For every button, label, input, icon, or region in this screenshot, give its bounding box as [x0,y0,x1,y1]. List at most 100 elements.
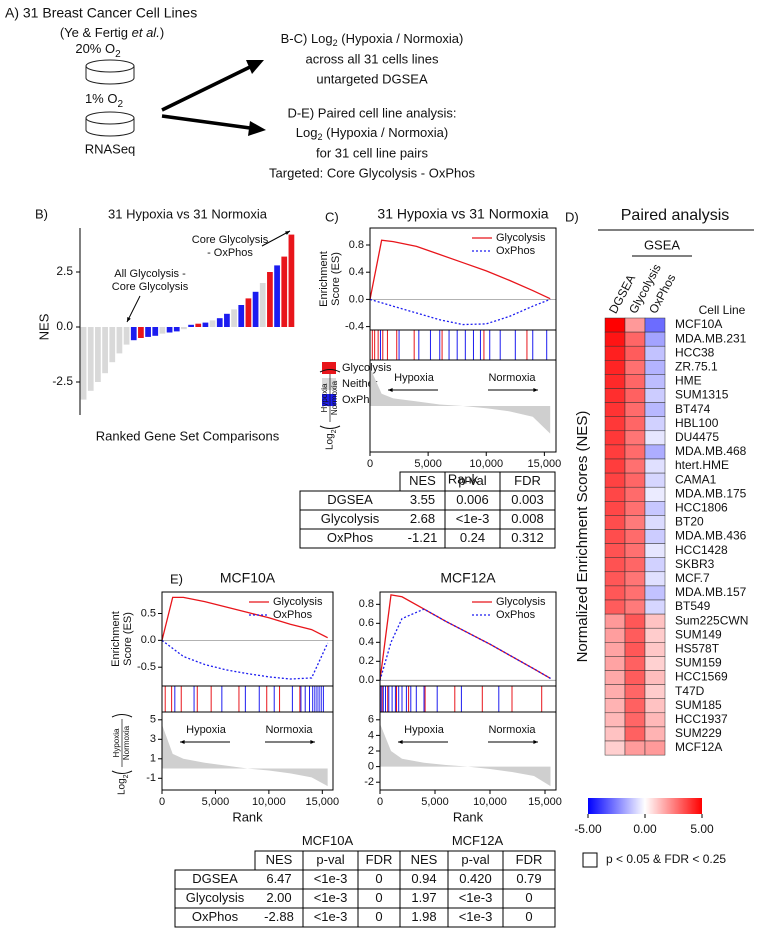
heat-cell [644,472,666,488]
hypoxia-sub: 2 [117,99,123,110]
column-header: NES [411,852,438,867]
table-cell: -2.88 [264,909,294,924]
x-tick-label: 15,000 [528,458,562,470]
y-tick-label: 0.6 [359,617,374,629]
heat-cell [644,656,666,671]
bar [130,327,137,341]
x-tick-label: 0 [159,796,165,808]
legend-swatch [322,394,336,406]
y-tick-label: -0.4 [345,321,364,333]
y-tick-label: 0.0 [359,674,374,686]
paren [111,714,133,718]
ratio-sub: 2 [331,429,338,433]
y-tick-label: -2.5 [52,374,73,388]
heat-cell [604,360,626,375]
row-label: SUM1315 [675,388,729,402]
heat-cell [644,613,666,629]
table-cell: 2.68 [410,511,435,526]
de-text: Log [296,125,318,140]
heat-cell [604,740,626,756]
x-tick-label: 10,000 [473,796,507,808]
bar [259,283,266,327]
heat-cell [604,698,626,714]
table-cell: 1.97 [411,890,436,905]
column-header: p-val [316,852,344,867]
chart-title: 31 Hypoxia vs 31 Normoxia [108,206,268,221]
ratio-area [380,723,551,787]
annotation: - OxPhos [207,247,253,259]
legend-label: Glycolysis [342,362,392,374]
heat-cell [644,585,666,601]
ratio-tick-label: 3 [150,733,156,745]
heat-cell [604,388,626,403]
paren [111,770,133,774]
ratio-log: Log2 [117,774,130,795]
bar [195,323,202,327]
legend-label: Glycolysis [496,232,546,244]
significance-label: p < 0.05 & FDR < 0.25 [606,852,726,866]
bar [245,298,252,327]
bc-sub: 2 [333,38,338,48]
table-cell: <1e-3 [459,890,493,905]
de-line: Log2 (Hypoxia / Normoxia) [296,125,448,142]
heat-cell [624,472,646,488]
table-cell: 0.79 [516,871,541,886]
heat-cell [604,331,626,347]
row-label: HCC1569 [675,670,728,684]
x-axis-label: Rank [232,809,263,824]
source: (Ye & Fertig et al.) [60,25,164,40]
ratio-numerator: Hypoxia [320,383,329,412]
hypoxia-text: 1% O [85,91,118,106]
heat-cell [604,374,626,389]
row-label: MDA.MB.157 [675,585,747,599]
table-cell: <1e-3 [314,871,348,886]
y-tick-label: 0.5 [141,607,156,619]
heat-cell [624,599,646,615]
bar [116,327,123,354]
heat-cell [624,501,646,516]
row-label: BT474 [675,402,711,416]
ratio-tick-label: 6 [368,714,374,726]
ratio-tick-label: 1 [150,753,156,765]
normoxia-text: 20% O [75,41,115,56]
legend-label: Glycolysis [273,596,323,608]
table-cell: 0.312 [511,530,544,545]
heat-cell [604,472,626,488]
normoxia-sub: 2 [115,49,121,60]
table-cell: 0.008 [511,511,544,526]
row-label: MCF12A [675,740,722,754]
arrow-shaft [261,230,291,247]
dish-normoxia [85,59,135,85]
arrow-head [533,388,538,392]
colorbar-tick-label: -5.00 [574,822,602,836]
direction-label: Normoxia [265,724,313,736]
heat-cell [604,613,626,629]
de-text: (Hypoxia / Normoxia) [323,125,449,140]
panel-a: A) 31 Breast Cancer Cell Lines (Ye & Fer… [5,5,475,181]
bc-line: B-C) Log2 (Hypoxia / Normoxia) [281,31,464,48]
bar [216,318,223,327]
hypoxia-label: 1% O2 [85,91,124,109]
bar [123,327,130,345]
row-label: MCF.7 [675,571,710,585]
ratio-tick-label: 2 [368,745,374,757]
table-cell: 0.003 [511,492,544,507]
ratio-tick-label: 4 [368,729,374,741]
x-tick-label: 0 [367,458,373,470]
direction-label: Normoxia [488,372,536,384]
plot-frame [379,591,557,791]
heat-cell [604,599,626,615]
bar [209,320,216,327]
row-label: HCC1806 [675,501,728,515]
heat-cell [644,402,666,417]
annotation: All Glycolysis - [114,268,186,280]
row-label: Sum225CWN [675,613,748,627]
heat-cell [604,543,626,558]
ratio-area [370,367,551,434]
heat-cell [604,345,626,361]
y-tick-label: 0.0 [349,293,364,305]
bar [87,327,94,391]
bar [202,322,209,327]
heat-cell [624,345,646,361]
heat-cell [624,740,646,756]
